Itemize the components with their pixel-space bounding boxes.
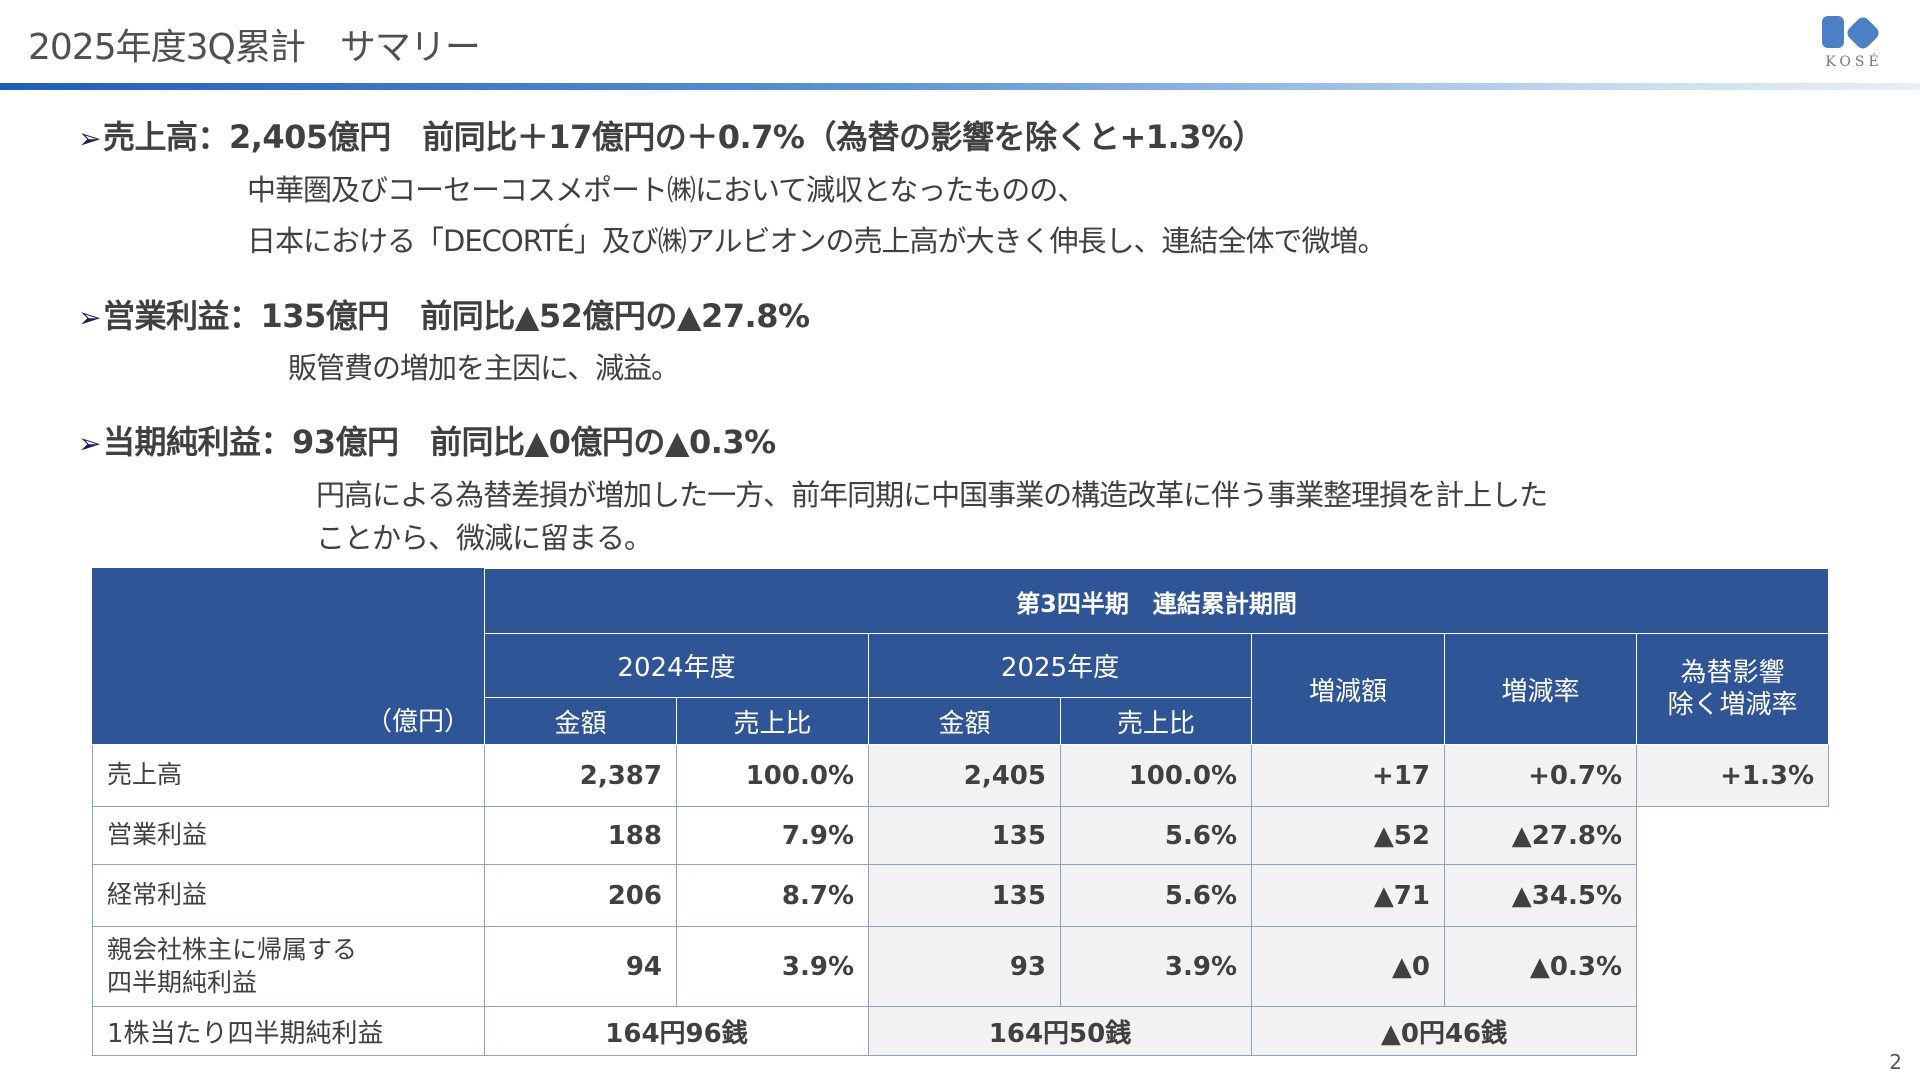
ratio-2025: 5.6% bbox=[1060, 806, 1252, 865]
amount-header: 金額 bbox=[868, 697, 1061, 745]
ratio-2024: 3.9% bbox=[676, 926, 869, 1007]
ratio-2025: 3.9% bbox=[1060, 926, 1252, 1007]
ratio-header: 売上比 bbox=[1060, 697, 1252, 745]
net-income-line-1: 円高による為替差損が増加した一方、前年同期に中国事業の構造改革に伴う事業整理損を… bbox=[316, 478, 1548, 512]
amount-header: 金額 bbox=[484, 697, 677, 745]
summary-table: （億円） 第3四半期 連結累計期間 2024年度 2025年度 増減額 増減率 為替影響 … bbox=[92, 568, 1829, 1056]
row-label: 売上高 bbox=[92, 744, 485, 807]
amount-2024: 188 bbox=[484, 806, 677, 865]
row-label: 1株当たり四半期純利益 bbox=[92, 1006, 485, 1056]
fx-excluded-rate: +1.3% bbox=[1636, 744, 1829, 807]
table-row-eps: 1株当たり四半期純利益 164円96銭 164円50銭 ▲0円46銭 bbox=[92, 1006, 1829, 1056]
ratio-header: 売上比 bbox=[676, 697, 869, 745]
ratio-2024: 8.7% bbox=[676, 864, 869, 927]
fy2024-header: 2024年度 bbox=[484, 633, 869, 698]
change-header: 増減額 bbox=[1251, 633, 1445, 745]
table-row: 経常利益 206 8.7% 135 5.6% ▲71 ▲34.5% bbox=[92, 864, 1829, 927]
arrow-bullet-icon: ➢ bbox=[78, 427, 101, 460]
change-rate-header: 増減率 bbox=[1444, 633, 1637, 745]
fy2025-header: 2025年度 bbox=[868, 633, 1252, 698]
sales-heading: ➢売上高：2,405億円 前同比＋17億円の＋0.7%（為替の影響を除くと+1.… bbox=[78, 118, 1265, 156]
change-amount: ▲0 bbox=[1251, 926, 1445, 1007]
amount-2025: 2,405 bbox=[868, 744, 1061, 807]
change-rate: ▲27.8% bbox=[1444, 806, 1637, 865]
unit-label: （億円） bbox=[92, 568, 485, 745]
net-income-line-2: ことから、微減に留まる。 bbox=[316, 521, 653, 555]
change-rate: +0.7% bbox=[1444, 744, 1637, 807]
arrow-bullet-icon: ➢ bbox=[78, 301, 101, 334]
change-amount: +17 bbox=[1251, 744, 1445, 807]
table-row: 親会社株主に帰属する 四半期純利益 94 3.9% 93 3.9% ▲0 ▲0.3% bbox=[92, 926, 1829, 1007]
amount-2024: 2,387 bbox=[484, 744, 677, 807]
eps-2025: 164円50銭 bbox=[868, 1006, 1252, 1056]
net-income-heading: ➢当期純利益：93億円 前同比▲0億円の▲0.3% bbox=[78, 423, 776, 461]
title-divider bbox=[0, 83, 1920, 90]
arrow-bullet-icon: ➢ bbox=[78, 122, 101, 155]
amount-2025: 93 bbox=[868, 926, 1061, 1007]
sales-line-2: 日本における「DECORTÉ」及び㈱アルビオンの売上高が大きく伸長し、連結全体で… bbox=[247, 224, 1387, 258]
ratio-2024: 100.0% bbox=[676, 744, 869, 807]
eps-2024: 164円96銭 bbox=[484, 1006, 869, 1056]
eps-change: ▲0円46銭 bbox=[1251, 1006, 1637, 1056]
change-rate: ▲0.3% bbox=[1444, 926, 1637, 1007]
page-number: 2 bbox=[1889, 1050, 1902, 1074]
row-label: 営業利益 bbox=[92, 806, 485, 865]
row-label: 経常利益 bbox=[92, 864, 485, 927]
table-row: 売上高 2,387 100.0% 2,405 100.0% +17 +0.7% +1.3% bbox=[92, 744, 1829, 807]
row-label: 親会社株主に帰属する 四半期純利益 bbox=[92, 926, 485, 1007]
change-amount: ▲52 bbox=[1251, 806, 1445, 865]
ratio-2025: 5.6% bbox=[1060, 864, 1252, 927]
sales-line-1: 中華圏及びコーセーコスメポート㈱において減収となったものの、 bbox=[247, 173, 1086, 207]
fx-excluded-header: 為替影響 除く増減率 bbox=[1636, 633, 1829, 745]
change-amount: ▲71 bbox=[1251, 864, 1445, 927]
period-header: 第3四半期 連結累計期間 bbox=[484, 568, 1829, 634]
ratio-2025: 100.0% bbox=[1060, 744, 1252, 807]
table-row: 営業利益 188 7.9% 135 5.6% ▲52 ▲27.8% bbox=[92, 806, 1829, 865]
change-rate: ▲34.5% bbox=[1444, 864, 1637, 927]
page-title: 2025年度3Q累計 サマリー bbox=[28, 27, 481, 68]
ratio-2024: 7.9% bbox=[676, 806, 869, 865]
operating-profit-heading: ➢営業利益：135億円 前同比▲52億円の▲27.8% bbox=[78, 297, 810, 335]
amount-2025: 135 bbox=[868, 806, 1061, 865]
amount-2025: 135 bbox=[868, 864, 1061, 927]
amount-2024: 94 bbox=[484, 926, 677, 1007]
amount-2024: 206 bbox=[484, 864, 677, 927]
operating-profit-line-1: 販管費の増加を主因に、減益。 bbox=[288, 351, 680, 385]
kose-logo: KOSÉ bbox=[1818, 14, 1890, 76]
